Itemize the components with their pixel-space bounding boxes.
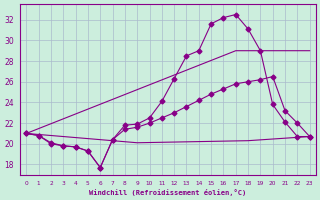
X-axis label: Windchill (Refroidissement éolien,°C): Windchill (Refroidissement éolien,°C) <box>89 189 247 196</box>
